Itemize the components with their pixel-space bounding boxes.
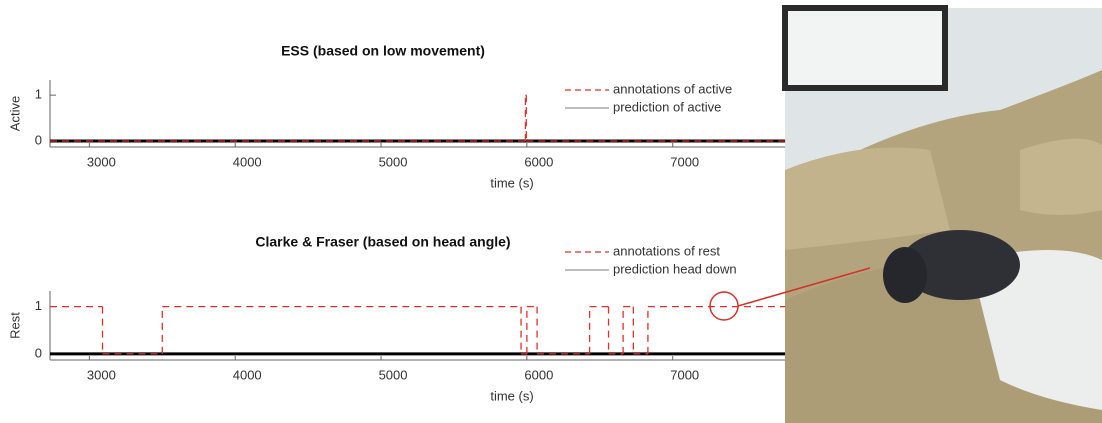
x-tick-label: 4000 (233, 154, 262, 169)
x-tick-label: 5000 (379, 367, 408, 382)
y-axis-label: Active (7, 96, 22, 131)
legend-label: annotations of rest (613, 243, 720, 258)
x-axis-label: time (s) (490, 388, 533, 403)
y-tick-label: 1 (35, 298, 42, 313)
x-tick-label: 6000 (524, 154, 553, 169)
photo (737, 5, 1102, 423)
legend-label: prediction head down (613, 261, 737, 276)
x-tick-label: 4000 (233, 367, 262, 382)
x-tick-label: 3000 (87, 154, 116, 169)
x-tick-label: 7000 (670, 367, 699, 382)
y-axis-label: Rest (7, 312, 22, 339)
x-tick-label: 7000 (670, 154, 699, 169)
x-tick-label: 3000 (87, 367, 116, 382)
y-tick-label: 0 (35, 132, 42, 147)
x-tick-label: 5000 (379, 154, 408, 169)
y-tick-label: 1 (35, 87, 42, 102)
chart-title: Clarke & Fraser (based on head angle) (255, 234, 510, 250)
legend-label: annotations of active (613, 81, 732, 96)
legend-label: prediction of active (613, 99, 721, 114)
highlight-circle (709, 291, 739, 321)
x-tick-label: 6000 (524, 367, 553, 382)
chart-title: ESS (based on low movement) (281, 43, 485, 59)
x-axis-label: time (s) (490, 175, 533, 190)
y-tick-label: 0 (35, 345, 42, 360)
